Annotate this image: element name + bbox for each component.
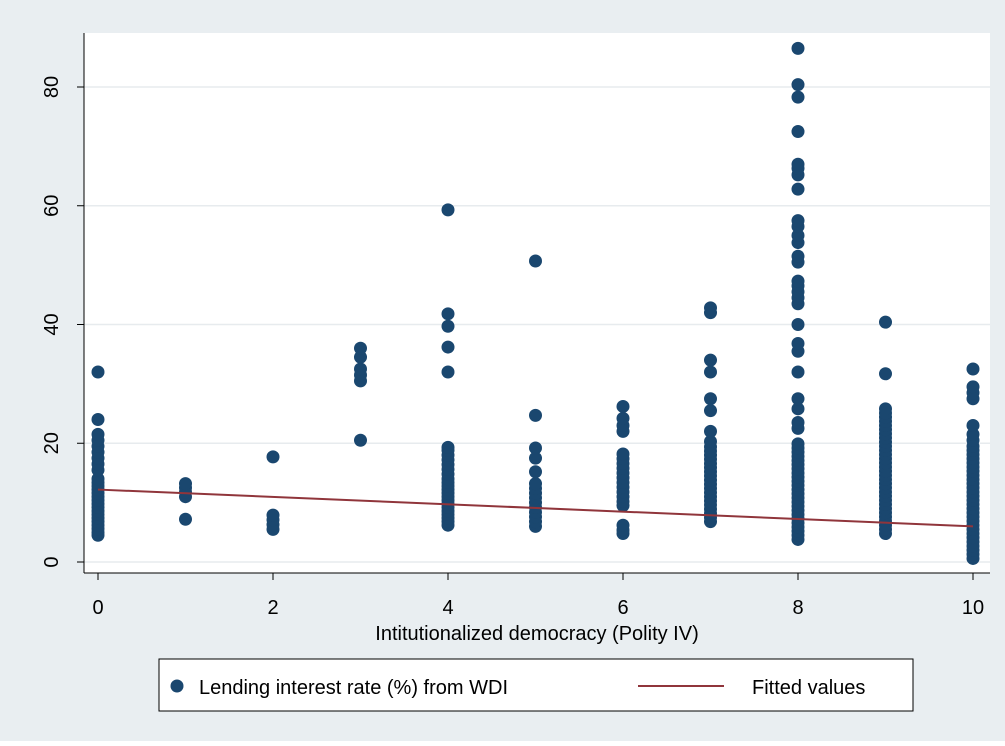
data-point [791, 41, 805, 55]
data-point [179, 477, 192, 491]
data-point [791, 415, 805, 429]
data-point [266, 450, 280, 464]
data-point [791, 214, 805, 228]
y-tick-label-20: 20 [41, 432, 63, 454]
y-axis-ticks: 0 20 40 60 80 [41, 76, 84, 568]
x-tick-label-0: 0 [92, 597, 103, 619]
data-point [966, 380, 980, 394]
legend-scatter-marker [170, 679, 184, 693]
data-point [529, 465, 542, 479]
data-point [354, 350, 367, 364]
data-point [354, 362, 367, 376]
data-point [791, 125, 805, 139]
y-tick-label-0: 0 [41, 556, 63, 567]
data-point [441, 365, 455, 379]
axes [83, 33, 990, 574]
data-point [704, 365, 717, 379]
x-tick-label-10: 10 [962, 597, 984, 619]
scatter-points [91, 41, 980, 565]
data-point [616, 447, 630, 461]
data-point [791, 157, 805, 171]
x-tick-label-6: 6 [617, 597, 628, 619]
legend-label-scatter: Lending interest rate (%) from WDI [199, 677, 508, 699]
data-point [616, 399, 630, 413]
data-point [441, 319, 455, 333]
data-point [91, 413, 105, 426]
data-point [704, 353, 717, 367]
data-point [791, 402, 805, 416]
data-point [616, 411, 630, 425]
y-tick-label-40: 40 [41, 313, 63, 335]
data-point [791, 274, 805, 288]
data-point [704, 404, 717, 418]
data-point [704, 392, 717, 406]
data-point [441, 307, 455, 321]
data-point [879, 315, 892, 329]
data-point [791, 182, 805, 196]
legend-label-fitted: Fitted values [752, 677, 865, 699]
data-point [529, 451, 542, 465]
legend: Lending interest rate (%) from WDI Fitte… [158, 658, 914, 712]
data-point [791, 392, 805, 406]
data-point [966, 427, 980, 441]
data-point [704, 434, 717, 448]
x-axis-title: Intitutionalized democracy (Polity IV) [375, 623, 698, 645]
data-point [616, 518, 630, 532]
y-tick-label-60: 60 [41, 195, 63, 217]
data-point [791, 318, 805, 331]
fitted-values-line [97, 488, 974, 528]
data-point [879, 402, 892, 416]
data-point [91, 472, 105, 486]
data-point [529, 408, 542, 422]
data-point [354, 341, 367, 355]
legend-box [158, 658, 914, 712]
data-point [529, 477, 542, 491]
data-point [704, 424, 717, 438]
x-tick-label-2: 2 [267, 597, 278, 619]
y-tick-label-80: 80 [41, 76, 63, 98]
data-point [966, 418, 980, 432]
data-point [266, 508, 280, 522]
data-point [91, 427, 105, 441]
data-point [791, 78, 805, 92]
data-point [879, 367, 892, 381]
data-point [354, 433, 367, 447]
data-point [791, 337, 805, 350]
data-point [529, 441, 542, 455]
data-point [791, 437, 805, 451]
data-point [529, 254, 542, 268]
data-point [791, 249, 805, 263]
x-axis-ticks: 0 2 4 6 8 10 [92, 573, 984, 619]
data-point [91, 365, 105, 379]
data-point [441, 340, 455, 354]
data-point [179, 512, 192, 526]
data-point [966, 362, 980, 376]
data-point [441, 203, 455, 217]
data-point [791, 365, 805, 379]
x-tick-label-4: 4 [442, 597, 453, 619]
grid-lines [84, 86, 990, 563]
data-point [791, 228, 805, 242]
data-point [704, 301, 717, 315]
data-point [441, 440, 455, 454]
data-point [791, 90, 805, 104]
x-tick-label-8: 8 [792, 597, 803, 619]
